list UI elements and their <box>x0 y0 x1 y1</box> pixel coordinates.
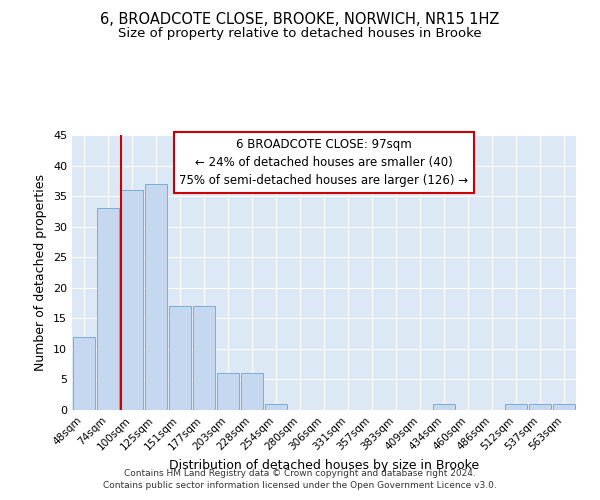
X-axis label: Distribution of detached houses by size in Brooke: Distribution of detached houses by size … <box>169 458 479 471</box>
Bar <box>505 404 527 410</box>
Bar <box>121 190 143 410</box>
Text: 6, BROADCOTE CLOSE, BROOKE, NORWICH, NR15 1HZ: 6, BROADCOTE CLOSE, BROOKE, NORWICH, NR1… <box>100 12 500 28</box>
Text: Contains HM Land Registry data © Crown copyright and database right 2024.
Contai: Contains HM Land Registry data © Crown c… <box>103 469 497 490</box>
Bar <box>433 404 455 410</box>
Bar <box>169 306 191 410</box>
Bar <box>553 404 575 410</box>
Text: 6 BROADCOTE CLOSE: 97sqm
← 24% of detached houses are smaller (40)
75% of semi-d: 6 BROADCOTE CLOSE: 97sqm ← 24% of detach… <box>179 138 469 186</box>
Y-axis label: Number of detached properties: Number of detached properties <box>34 174 47 371</box>
Bar <box>193 306 215 410</box>
Text: Size of property relative to detached houses in Brooke: Size of property relative to detached ho… <box>118 28 482 40</box>
Bar <box>217 374 239 410</box>
Bar <box>529 404 551 410</box>
Bar <box>265 404 287 410</box>
Bar <box>97 208 119 410</box>
Bar <box>145 184 167 410</box>
Bar <box>241 374 263 410</box>
Bar <box>73 336 95 410</box>
